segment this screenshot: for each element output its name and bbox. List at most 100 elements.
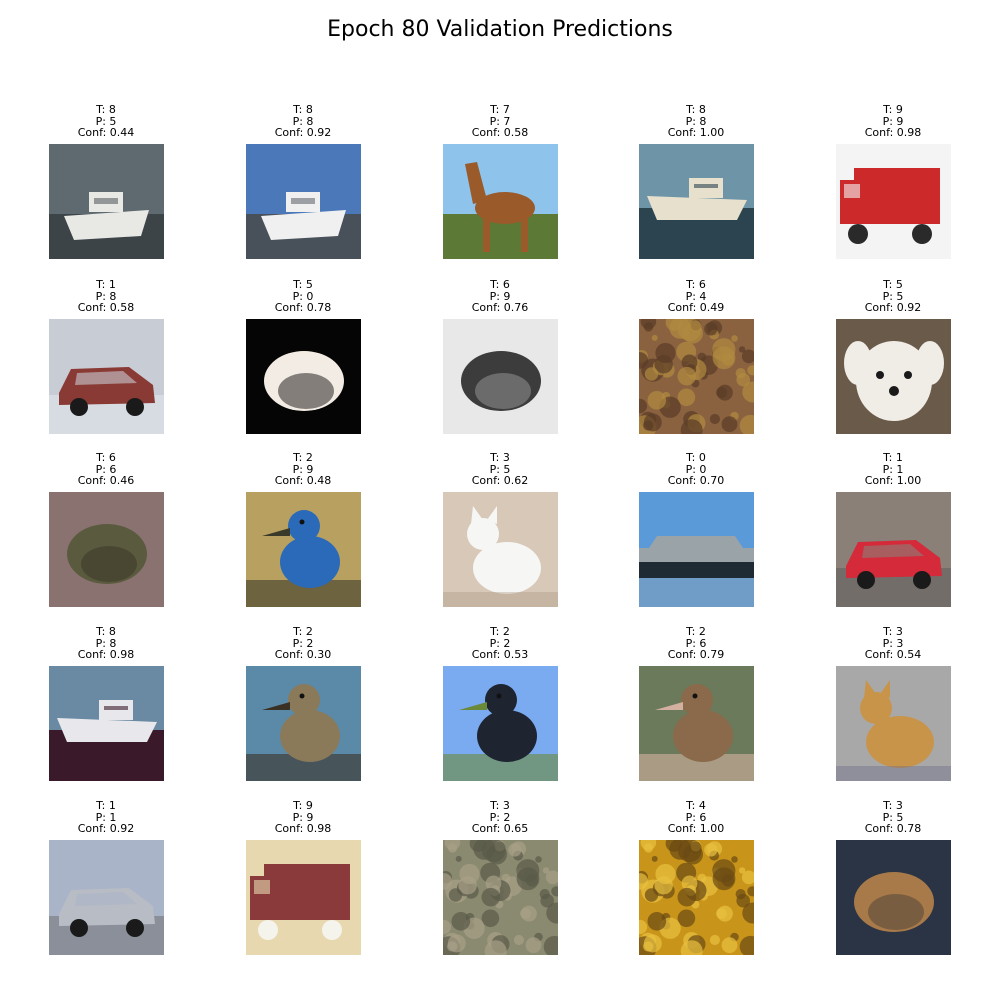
true-label: T: 3 <box>883 799 903 812</box>
thumbnail-image <box>246 492 361 607</box>
confidence-label: Conf: 0.53 <box>471 648 529 662</box>
confidence-label: Conf: 0.78 <box>864 822 922 836</box>
prediction-cell: T: 8 P: 5 Conf: 0.44 <box>36 104 176 264</box>
confidence-label: Conf: 0.49 <box>667 301 725 315</box>
true-label: T: 6 <box>490 278 510 291</box>
true-label: T: 1 <box>96 278 116 291</box>
predicted-label: P: 8 <box>95 636 117 650</box>
confidence-label: Conf: 0.65 <box>471 822 529 836</box>
confidence-label: Conf: 0.48 <box>274 474 332 488</box>
prediction-caption: T: 3 P: 2 Conf: 0.65 <box>430 800 570 835</box>
predicted-label: P: 1 <box>882 462 904 476</box>
predicted-label: P: 5 <box>489 462 511 476</box>
prediction-cell: T: 6 P: 9 Conf: 0.76 <box>430 279 570 439</box>
true-label: T: 6 <box>96 451 116 464</box>
predicted-label: P: 0 <box>685 462 707 476</box>
prediction-cell: T: 2 P: 2 Conf: 0.30 <box>233 626 373 786</box>
predicted-label: P: 2 <box>489 810 511 824</box>
thumbnail-image <box>836 144 951 259</box>
thumbnail-image <box>246 319 361 434</box>
predicted-label: P: 2 <box>292 636 314 650</box>
confidence-label: Conf: 1.00 <box>667 126 725 140</box>
true-label: T: 3 <box>490 799 510 812</box>
confidence-label: Conf: 0.92 <box>864 301 922 315</box>
thumbnail-image <box>443 144 558 259</box>
thumbnail-image <box>639 144 754 259</box>
prediction-caption: T: 6 P: 9 Conf: 0.76 <box>430 279 570 314</box>
true-label: T: 1 <box>96 799 116 812</box>
thumbnail-image <box>49 144 164 259</box>
prediction-cell: T: 1 P: 1 Conf: 0.92 <box>36 800 176 960</box>
confidence-label: Conf: 0.98 <box>77 648 135 662</box>
true-label: T: 2 <box>686 625 706 638</box>
thumbnail-image <box>246 144 361 259</box>
prediction-cell: T: 9 P: 9 Conf: 0.98 <box>823 104 963 264</box>
thumbnail-image <box>639 319 754 434</box>
predicted-label: P: 1 <box>95 810 117 824</box>
prediction-caption: T: 3 P: 5 Conf: 0.78 <box>823 800 963 835</box>
true-label: T: 8 <box>686 103 706 116</box>
predicted-label: P: 3 <box>882 636 904 650</box>
true-label: T: 8 <box>96 103 116 116</box>
thumbnail-image <box>443 492 558 607</box>
predicted-label: P: 8 <box>95 289 117 303</box>
thumbnail-image <box>836 492 951 607</box>
predicted-label: P: 6 <box>685 810 707 824</box>
prediction-caption: T: 3 P: 3 Conf: 0.54 <box>823 626 963 661</box>
true-label: T: 9 <box>883 103 903 116</box>
prediction-cell: T: 9 P: 9 Conf: 0.98 <box>233 800 373 960</box>
predicted-label: P: 5 <box>882 289 904 303</box>
confidence-label: Conf: 0.46 <box>77 474 135 488</box>
predicted-label: P: 0 <box>292 289 314 303</box>
prediction-caption: T: 2 P: 6 Conf: 0.79 <box>626 626 766 661</box>
page-title: Epoch 80 Validation Predictions <box>327 17 673 42</box>
predicted-label: P: 9 <box>292 810 314 824</box>
thumbnail-image <box>49 840 164 955</box>
confidence-label: Conf: 0.58 <box>471 126 529 140</box>
confidence-label: Conf: 0.98 <box>274 822 332 836</box>
prediction-caption: T: 2 P: 9 Conf: 0.48 <box>233 452 373 487</box>
prediction-caption: T: 5 P: 0 Conf: 0.78 <box>233 279 373 314</box>
true-label: T: 0 <box>686 451 706 464</box>
prediction-caption: T: 1 P: 1 Conf: 1.00 <box>823 452 963 487</box>
thumbnail-image <box>836 319 951 434</box>
confidence-label: Conf: 0.78 <box>274 301 332 315</box>
prediction-cell: T: 1 P: 8 Conf: 0.58 <box>36 279 176 439</box>
prediction-cell: T: 0 P: 0 Conf: 0.70 <box>626 452 766 612</box>
true-label: T: 1 <box>883 451 903 464</box>
prediction-caption: T: 6 P: 6 Conf: 0.46 <box>36 452 176 487</box>
prediction-caption: T: 8 P: 8 Conf: 0.92 <box>233 104 373 139</box>
predicted-label: P: 9 <box>882 114 904 128</box>
thumbnail-image <box>639 492 754 607</box>
prediction-caption: T: 9 P: 9 Conf: 0.98 <box>233 800 373 835</box>
prediction-caption: T: 2 P: 2 Conf: 0.53 <box>430 626 570 661</box>
confidence-label: Conf: 0.92 <box>77 822 135 836</box>
thumbnail-image <box>639 840 754 955</box>
prediction-caption: T: 9 P: 9 Conf: 0.98 <box>823 104 963 139</box>
thumbnail-image <box>443 666 558 781</box>
predicted-label: P: 7 <box>489 114 511 128</box>
prediction-cell: T: 6 P: 6 Conf: 0.46 <box>36 452 176 612</box>
true-label: T: 3 <box>883 625 903 638</box>
predicted-label: P: 5 <box>95 114 117 128</box>
prediction-cell: T: 8 P: 8 Conf: 0.92 <box>233 104 373 264</box>
prediction-cell: T: 4 P: 6 Conf: 1.00 <box>626 800 766 960</box>
true-label: T: 2 <box>490 625 510 638</box>
prediction-caption: T: 0 P: 0 Conf: 0.70 <box>626 452 766 487</box>
prediction-caption: T: 6 P: 4 Conf: 0.49 <box>626 279 766 314</box>
prediction-cell: T: 2 P: 9 Conf: 0.48 <box>233 452 373 612</box>
prediction-caption: T: 8 P: 8 Conf: 1.00 <box>626 104 766 139</box>
thumbnail-image <box>246 666 361 781</box>
predicted-label: P: 9 <box>292 462 314 476</box>
true-label: T: 7 <box>490 103 510 116</box>
true-label: T: 5 <box>883 278 903 291</box>
predicted-label: P: 5 <box>882 810 904 824</box>
prediction-cell: T: 8 P: 8 Conf: 0.98 <box>36 626 176 786</box>
predicted-label: P: 8 <box>292 114 314 128</box>
true-label: T: 8 <box>293 103 313 116</box>
prediction-caption: T: 4 P: 6 Conf: 1.00 <box>626 800 766 835</box>
thumbnail-image <box>639 666 754 781</box>
prediction-cell: T: 6 P: 4 Conf: 0.49 <box>626 279 766 439</box>
prediction-cell: T: 8 P: 8 Conf: 1.00 <box>626 104 766 264</box>
thumbnail-image <box>49 492 164 607</box>
